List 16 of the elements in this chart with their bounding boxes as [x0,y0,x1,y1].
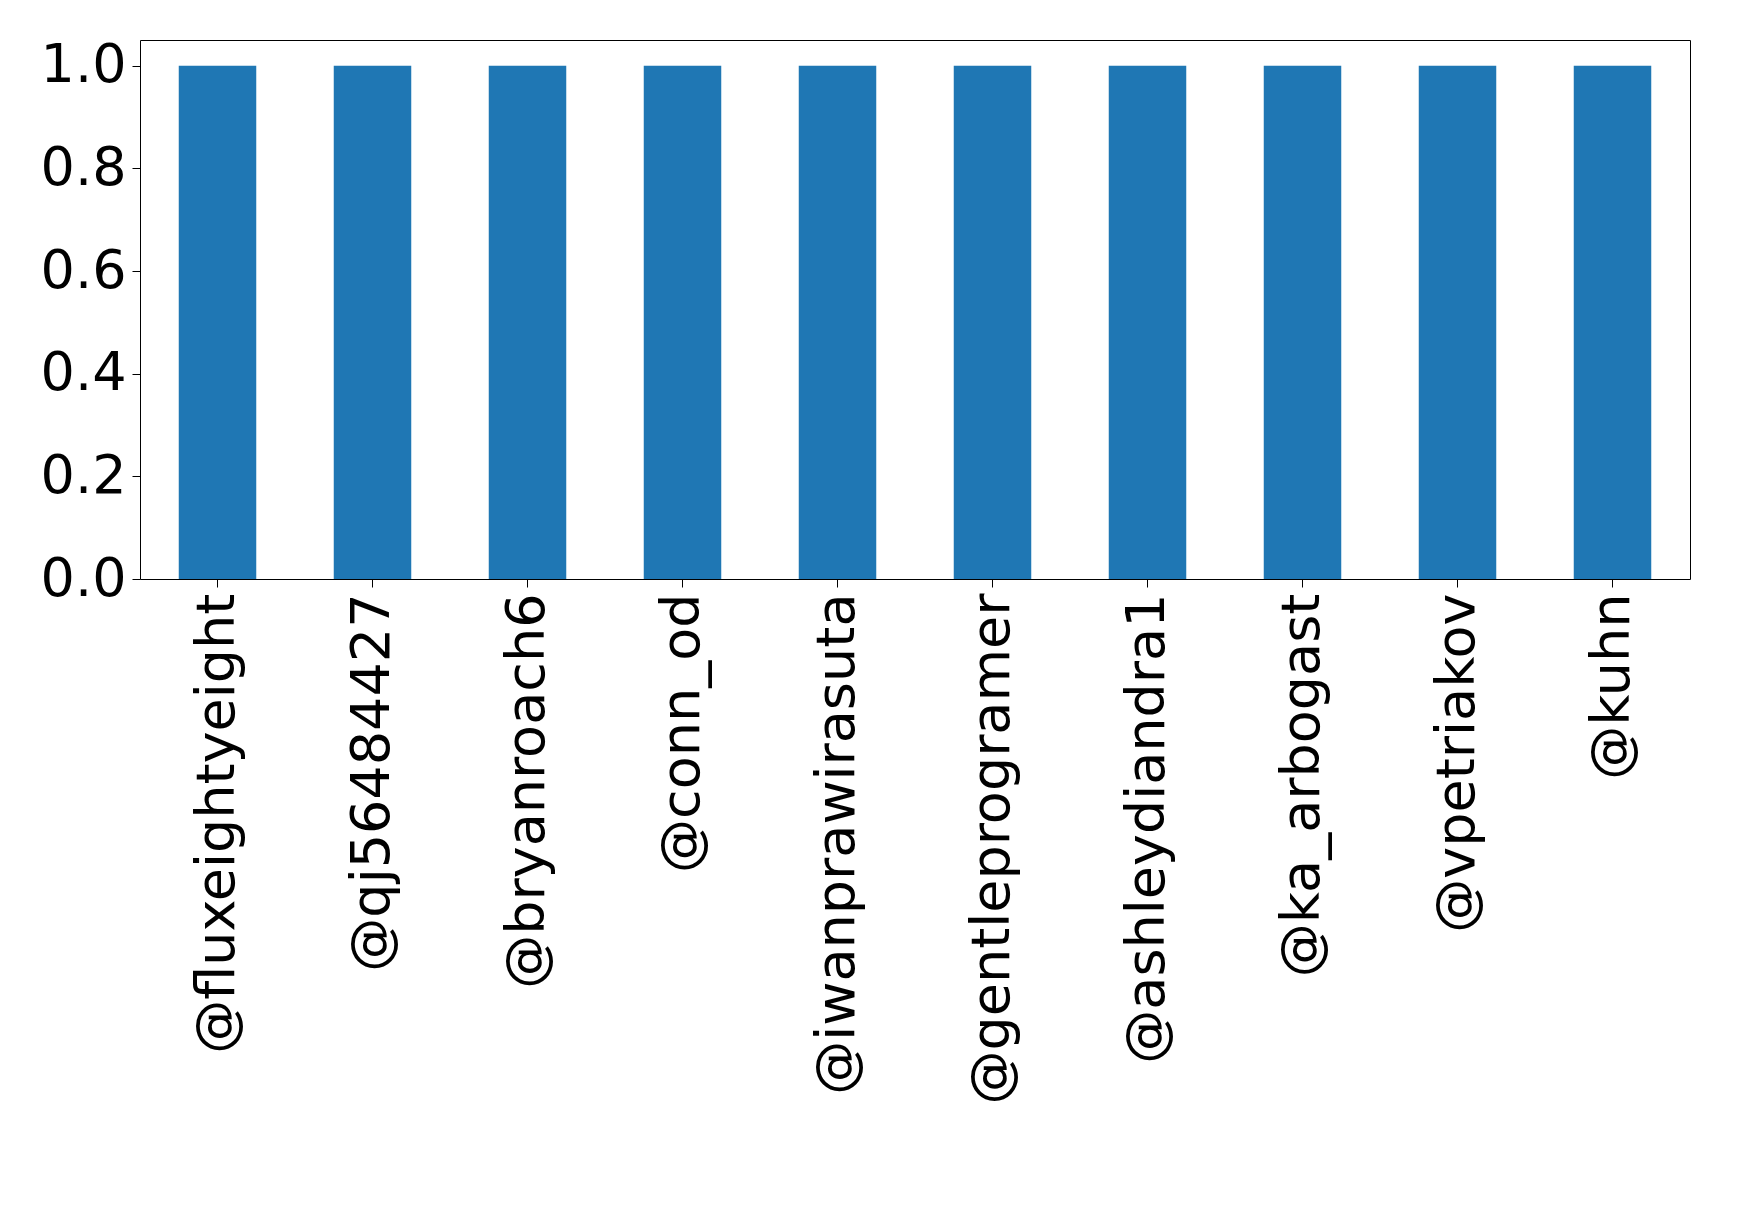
y-tick-label: 0.2 [40,442,127,506]
x-tick-label: @bryanroach6 [493,593,557,989]
y-tick-label: 0.6 [40,237,127,301]
x-tick-label: @iwanprawirasuta [803,593,867,1095]
x-tick-label: @vpetriakov [1423,593,1487,933]
x-tick-label: @fluxeightyeight [183,593,247,1054]
x-tick-label: @conn_od [648,593,712,873]
x-tick-label: @gentleprogramer [958,592,1022,1105]
x-tick-label: @ka_arbogast [1268,593,1332,978]
x-tick-label: @qj56484427 [338,593,402,972]
y-tick-label: 0.8 [40,134,127,198]
x-tick-label: @ashleydiandra1 [1113,593,1177,1064]
y-tick-label: 0.0 [40,545,127,609]
y-tick-label: 1.0 [40,32,127,96]
y-tick-label: 0.4 [40,340,127,404]
x-tick-label: @kuhn [1578,593,1642,780]
